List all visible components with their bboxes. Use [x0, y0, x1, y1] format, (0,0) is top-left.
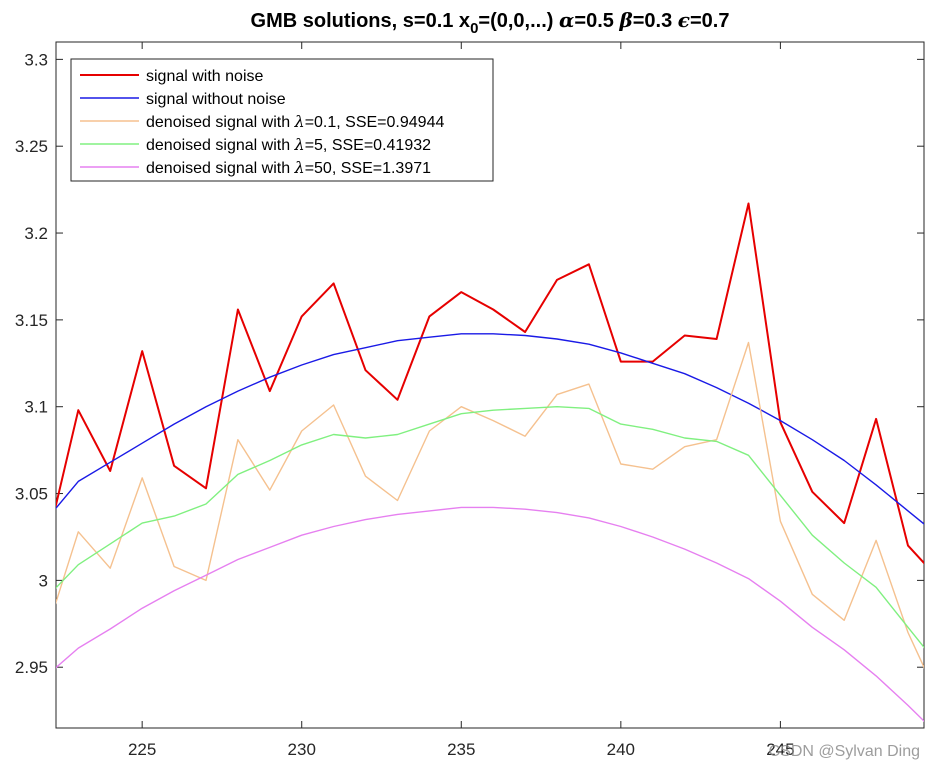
- legend-label-lambda: λ: [294, 112, 305, 131]
- title-epsilon-value: =0.7: [690, 10, 729, 32]
- plot-area-frame: [55, 41, 925, 729]
- legend-box: [70, 58, 494, 182]
- y-tick-label: 2.95: [15, 658, 48, 677]
- legend-label: denoised signal with λ=50, SSE=1.3971: [146, 158, 431, 177]
- legend-label: signal without noise: [146, 91, 286, 108]
- title-beta-symbol: β: [618, 8, 632, 32]
- title-epsilon-symbol: ϵ: [678, 8, 690, 32]
- series-line: [56, 341, 924, 669]
- legend-label: signal with noise: [146, 68, 264, 85]
- title-beta-value: =0.3: [633, 10, 678, 32]
- legend-items: signal with noise signal without noise den…: [80, 68, 444, 177]
- axis-ticks: [56, 42, 924, 728]
- series-line: [56, 506, 924, 723]
- legend-label-suffix: =0.1, SSE=0.94944: [305, 114, 445, 131]
- y-tick-label: 3.2: [24, 224, 48, 243]
- x-tick-label: 245: [766, 740, 794, 759]
- series-line: [56, 202, 924, 565]
- watermark: CSDN @Sylvan Ding: [769, 743, 920, 760]
- series-lines: [56, 202, 924, 723]
- axis-tick-labels: 225 230 235 240 245 2.95 3 3.05 3.1 3.15 3.2 3.25 3.…: [15, 50, 795, 759]
- title-alpha-symbol: α: [559, 8, 574, 32]
- legend-label-prefix: denoised signal with: [146, 137, 295, 154]
- x-tick-label: 230: [288, 740, 316, 759]
- y-tick-label: 3.25: [15, 137, 48, 156]
- y-tick-label: 3.3: [24, 50, 48, 69]
- legend-label-suffix: =50, SSE=1.3971: [305, 160, 431, 177]
- x-tick-label: 225: [128, 740, 156, 759]
- legend-label-prefix: denoised signal with: [146, 114, 295, 131]
- legend-label: denoised signal with λ=5, SSE=0.41932: [146, 135, 431, 154]
- series-line: [56, 333, 924, 525]
- title-tail: =(0,0,...): [478, 10, 559, 32]
- y-tick-label: 3.05: [15, 485, 48, 504]
- title-subscript: 0: [470, 20, 478, 37]
- series-line: [56, 406, 924, 649]
- x-tick-label: 235: [447, 740, 475, 759]
- legend-label: denoised signal with λ=0.1, SSE=0.94944: [146, 112, 444, 131]
- legend-label-prefix: denoised signal with: [146, 160, 295, 177]
- legend: signal with noise signal without noise den…: [70, 58, 494, 182]
- title-alpha-value: =0.5: [574, 10, 619, 32]
- legend-label-suffix: =5, SSE=0.41932: [305, 137, 431, 154]
- y-tick-label: 3: [39, 571, 48, 590]
- y-tick-label: 3.1: [24, 398, 48, 417]
- title-main: GMB solutions, s=0.1 x: [251, 10, 471, 32]
- x-tick-label: 240: [607, 740, 635, 759]
- legend-label-lambda: λ: [294, 158, 305, 177]
- y-tick-label: 3.15: [15, 311, 48, 330]
- legend-label-lambda: λ: [294, 135, 305, 154]
- chart-title: GMB solutions, s=0.1 x0=(0,0,...) α=0.5 …: [251, 8, 730, 37]
